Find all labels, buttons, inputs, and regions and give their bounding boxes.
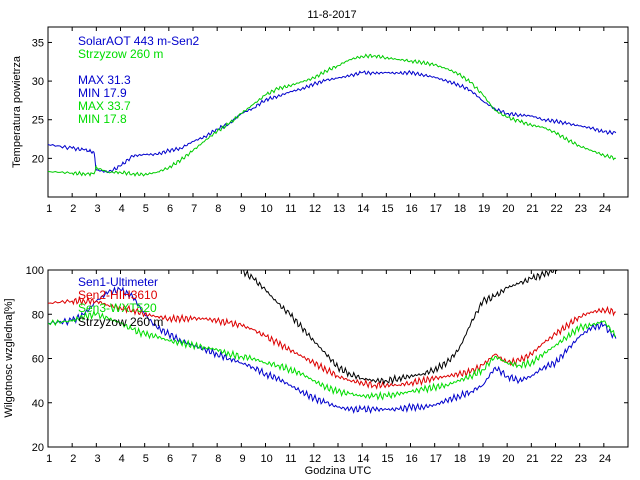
x-tick-label: 6 (167, 453, 173, 465)
legend-strzyzow-temp: Strzyzow 260 m (78, 47, 163, 61)
humidity-panel: Wilgotnosc wzgledna[%] Godzina UTC 20 40 6… (3, 265, 629, 477)
legend-strzyzow-rh: Strzyzow 260 m (78, 315, 163, 329)
x-tick-label: 24 (599, 203, 611, 215)
legend-solaraot: SolarAOT 443 m-Sen2 (78, 34, 199, 48)
y-tick-label: 20 (32, 153, 44, 165)
x-tick-label: 19 (478, 203, 490, 215)
x-tick-label: 4 (119, 203, 125, 215)
annotation-max-solaraot: MAX 31.3 (78, 73, 131, 87)
y-tick-label: 30 (32, 76, 44, 88)
x-tick-label: 1 (46, 453, 52, 465)
x-tick-label: 13 (333, 203, 345, 215)
legend-sen1: Sen1-Ultimeter (78, 275, 158, 289)
y-tick-label: 100 (26, 265, 44, 277)
x-tick-label: 6 (167, 203, 173, 215)
x-tick-label: 9 (239, 203, 245, 215)
legend-sen2: Sen2-HIH3610 (78, 288, 158, 302)
x-tick-label: 4 (119, 453, 125, 465)
humidity-plot-frame (47, 269, 629, 448)
x-tick-label: 9 (239, 453, 245, 465)
x-tick-label: 7 (191, 453, 197, 465)
series-line-strzyzow-260-m-1 (241, 270, 558, 386)
x-tick-label: 18 (454, 203, 466, 215)
series-line-sen2-hih3610-1 (48, 295, 616, 390)
temperature-plot-frame (47, 26, 629, 198)
x-tick-label: 10 (261, 203, 273, 215)
x-tick-label: 8 (215, 203, 221, 215)
x-tick-label: 19 (478, 453, 490, 465)
y-tick-label: 35 (32, 37, 44, 49)
x-tick-label: 16 (406, 453, 418, 465)
annotation-min-solaraot: MIN 17.9 (78, 86, 127, 100)
x-tick-label: 1 (46, 203, 52, 215)
series-line-solaraot-443-m-sen2-0 (48, 69, 617, 174)
x-tick-label: 18 (454, 453, 466, 465)
x-tick-label: 5 (143, 203, 149, 215)
x-tick-label: 12 (309, 203, 321, 215)
y-tick-label: 25 (32, 115, 44, 127)
y-tick-label: 80 (32, 309, 44, 321)
x-tick-label: 21 (526, 203, 538, 215)
x-tick-label: 2 (70, 453, 76, 465)
x-tick-label: 22 (551, 203, 563, 215)
x-tick-label: 14 (357, 453, 369, 465)
x-tick-label: 14 (357, 203, 369, 215)
series-line-sen1-ultimeter-1 (48, 286, 617, 415)
x-tick-label: 5 (143, 453, 149, 465)
y-tick-label: 40 (32, 398, 44, 410)
chart-title: 11-8-2017 (307, 9, 356, 21)
x-tick-label: 21 (526, 453, 538, 465)
series-line-strzyzow-260-m-0 (48, 53, 616, 177)
temperature-legend: SolarAOT 443 m-Sen2 Strzyzow 260 m MAX 3… (78, 34, 199, 126)
x-tick-label: 17 (430, 453, 442, 465)
y-tick-label: 20 (32, 442, 44, 454)
x-tick-label: 20 (502, 453, 514, 465)
x-tick-label: 2 (70, 203, 76, 215)
y-tick-label: 60 (32, 354, 44, 366)
x-tick-label: 15 (381, 203, 393, 215)
x-tick-label: 12 (309, 453, 321, 465)
x-tick-label: 11 (285, 203, 296, 215)
x-tick-label: 7 (191, 203, 197, 215)
x-tick-label: 15 (381, 453, 393, 465)
humidity-xlabel: Godzina UTC (305, 465, 372, 477)
x-tick-label: 8 (215, 453, 221, 465)
x-tick-label: 3 (94, 203, 100, 215)
x-tick-label: 16 (406, 203, 418, 215)
x-tick-label: 23 (575, 453, 587, 465)
x-tick-label: 10 (261, 453, 273, 465)
x-tick-label: 20 (502, 203, 514, 215)
legend-sen3: Sen3-WXT520 (78, 301, 157, 315)
humidity-legend: Sen1-Ultimeter Sen2-HIH3610 Sen3-WXT520 … (78, 275, 163, 329)
x-tick-label: 17 (430, 203, 442, 215)
x-tick-label: 23 (575, 203, 587, 215)
x-tick-label: 11 (285, 453, 296, 465)
x-tick-label: 3 (94, 453, 100, 465)
humidity-ylabel: Wilgotnosc wzgledna[%] (3, 298, 15, 417)
annotation-min-strzyzow: MIN 17.8 (78, 112, 127, 126)
annotation-max-strzyzow: MAX 33.7 (78, 99, 131, 113)
temperature-ylabel: Temperatura powietrza (11, 55, 23, 168)
x-tick-label: 13 (333, 453, 345, 465)
x-tick-label: 24 (599, 453, 611, 465)
x-tick-label: 22 (551, 453, 563, 465)
series-line-sen3-wxt520-1 (48, 309, 616, 401)
